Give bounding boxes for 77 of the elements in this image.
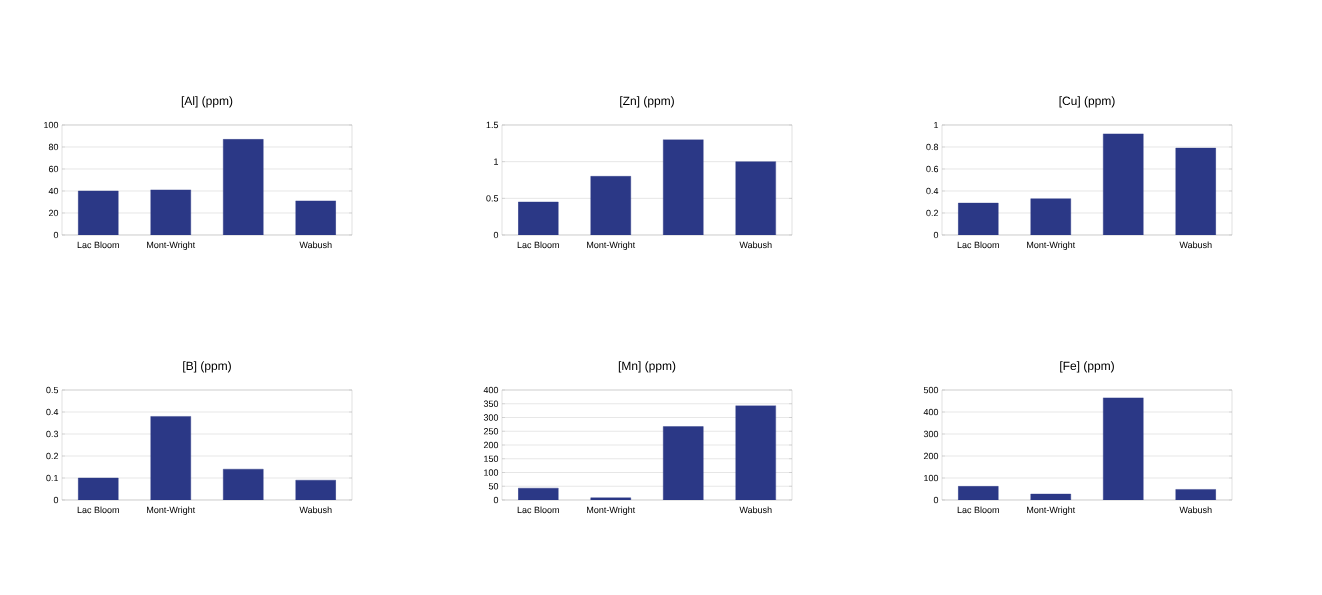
bar	[1103, 397, 1144, 500]
bar	[1030, 198, 1071, 235]
y-tick-label: 0	[53, 496, 59, 504]
bar	[223, 469, 264, 500]
y-tick-label: 0.2	[926, 209, 939, 217]
x-tick-label: Mont-Wright	[1027, 506, 1076, 515]
y-tick-label: 80	[48, 143, 59, 151]
y-tick-label: 300	[923, 430, 939, 438]
y-tick-label: 0.5	[46, 386, 59, 394]
x-tick-label: Lac Bloom	[517, 241, 559, 249]
chart-title: [Zn] (ppm)	[620, 96, 674, 108]
bar	[958, 486, 999, 500]
chart-title: [Mn] (ppm)	[618, 361, 676, 373]
y-tick-label: 0.2	[46, 452, 59, 460]
y-tick-label: 0.6	[926, 165, 939, 173]
x-tick-label: Mont-Wright	[1027, 241, 1076, 250]
x-tick-label: Mont-Wright	[587, 241, 636, 250]
x-tick-label: Wabush	[299, 241, 332, 249]
y-tick-label: 0	[53, 231, 59, 239]
y-tick-label: 0.8	[926, 143, 939, 151]
bar	[150, 416, 191, 500]
y-tick-label: 0	[493, 496, 499, 504]
y-tick-label: 40	[48, 187, 59, 195]
x-tick-label: Mont-Wright	[587, 506, 636, 515]
y-tick-label: 50	[488, 483, 499, 490]
y-tick-label: 100	[484, 469, 499, 476]
y-tick-label: 1	[494, 158, 499, 165]
x-tick-label: Mont-Wright	[147, 241, 196, 250]
y-tick-label: 0.5	[486, 195, 499, 202]
y-tick-label: 500	[923, 386, 939, 394]
chart-title: [Cu] (ppm)	[1059, 96, 1115, 108]
bar	[223, 139, 264, 235]
y-tick-label: 0.1	[46, 474, 59, 482]
y-tick-label: 300	[483, 414, 499, 421]
y-tick-label: 1.5	[486, 121, 499, 129]
y-tick-label: 0.3	[46, 430, 59, 438]
y-tick-label: 20	[48, 209, 59, 217]
bar	[1030, 493, 1071, 500]
y-tick-label: 0	[493, 231, 499, 239]
bar	[78, 477, 119, 500]
y-tick-label: 250	[483, 428, 499, 435]
y-tick-label: 200	[483, 441, 499, 449]
y-tick-label: 350	[483, 400, 499, 407]
x-tick-label: Wabush	[739, 506, 772, 514]
bar	[1175, 147, 1216, 235]
y-tick-label: 0	[933, 231, 939, 239]
x-tick-label: Lac Bloom	[957, 241, 999, 249]
y-tick-label: 150	[484, 455, 499, 462]
chart-title: [Fe] (ppm)	[1060, 361, 1114, 373]
x-tick-label: Lac Bloom	[77, 241, 119, 249]
x-tick-label: Wabush	[1179, 506, 1212, 514]
x-tick-label: Wabush	[299, 506, 332, 514]
y-tick-label: 0	[933, 496, 939, 504]
chart-title: [Al] (ppm)	[181, 96, 233, 108]
y-tick-label: 60	[48, 165, 59, 173]
bar	[295, 480, 336, 500]
x-tick-label: Mont-Wright	[147, 506, 196, 515]
x-tick-label: Lac Bloom	[77, 506, 119, 514]
bar	[78, 190, 119, 235]
bar	[295, 200, 336, 235]
bar	[1175, 489, 1216, 500]
x-tick-label: Wabush	[739, 241, 772, 249]
x-tick-label: Lac Bloom	[517, 506, 559, 514]
bar	[958, 202, 999, 235]
x-tick-label: Wabush	[1179, 241, 1212, 249]
x-tick-label: Lac Bloom	[957, 506, 999, 514]
y-tick-label: 400	[923, 408, 939, 416]
y-tick-label: 0.4	[926, 187, 939, 195]
y-tick-label: 1	[934, 121, 939, 129]
y-tick-label: 400	[483, 386, 499, 394]
y-tick-label: 0.4	[46, 408, 59, 416]
y-tick-label: 200	[923, 452, 939, 460]
bar	[150, 189, 191, 235]
chart-title: [B] (ppm)	[183, 361, 231, 373]
y-tick-label: 100	[44, 121, 59, 129]
y-tick-label: 100	[924, 474, 939, 482]
bar	[1103, 133, 1144, 235]
